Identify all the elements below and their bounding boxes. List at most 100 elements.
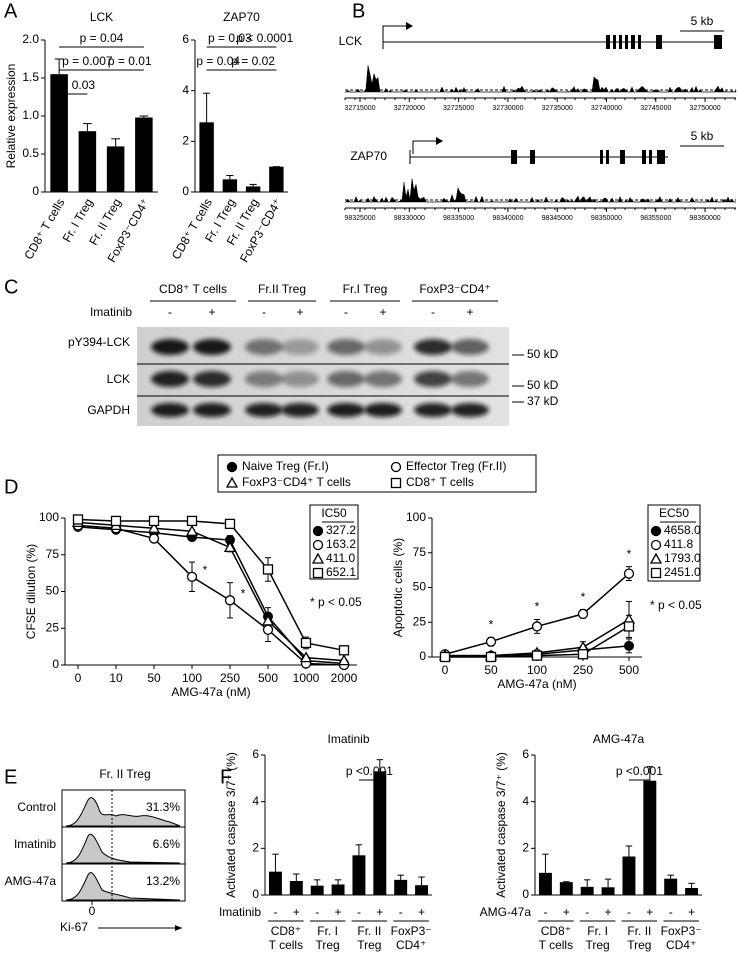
- legend-marker: [225, 476, 239, 488]
- bar: [601, 887, 615, 895]
- coord-label: 98355000: [640, 215, 671, 222]
- y-tick-label: 1.0: [22, 108, 39, 122]
- lane-label: +: [379, 305, 386, 319]
- exon: [657, 150, 665, 164]
- coord-label: 98350000: [591, 215, 622, 222]
- x-tick-label: 250: [573, 663, 593, 677]
- y-tick-label: 0: [252, 887, 259, 901]
- scale-label: 5 kb: [691, 129, 714, 143]
- y-tick-label: 1.5: [22, 70, 39, 84]
- bar: [269, 166, 284, 192]
- group-label: CD4⁺: [396, 938, 426, 952]
- legend-marker: [312, 525, 324, 537]
- marker-label: 50 kD: [527, 378, 559, 392]
- annotation: p <0.001: [346, 764, 393, 778]
- x-tick-label: -: [669, 905, 673, 919]
- exon: [530, 150, 535, 164]
- x-tick-label: +: [646, 905, 653, 919]
- coord-label: 98345000: [542, 215, 573, 222]
- blot-band: [245, 371, 283, 387]
- x-tick-label: -: [585, 905, 589, 919]
- chart-title: LCK: [90, 10, 113, 24]
- y-tick-label: 50: [413, 580, 427, 594]
- row-label: LCK: [107, 372, 130, 386]
- arrow-head: [175, 925, 182, 931]
- x-axis-label: AMG-47a (nM): [171, 685, 250, 699]
- legend-label: CD8⁺ T cells: [406, 475, 474, 489]
- y-axis-label: Relative expression: [4, 64, 18, 169]
- tss-arrowhead: [436, 137, 443, 145]
- bar: [222, 179, 238, 192]
- panel-e: Fr. II Treg Control Imatinib AMG-47a 31.…: [5, 767, 186, 934]
- y-tick-label: 75: [46, 547, 60, 561]
- group-label: CD8⁺: [271, 924, 301, 938]
- row-label: pY394-LCK: [68, 335, 130, 349]
- marker: [72, 514, 84, 525]
- marker: [338, 645, 350, 656]
- annotation: p = 0.03: [208, 31, 252, 45]
- y-axis-label: Activated caspase 3/7⁺ (%): [224, 752, 238, 898]
- lane-label: +: [466, 305, 473, 319]
- tss-arrowhead: [406, 22, 413, 30]
- bar: [199, 122, 214, 192]
- y-tick-label: 0.5: [22, 146, 39, 160]
- x-tick-label: -: [357, 905, 361, 919]
- blot-band: [245, 339, 283, 355]
- annotation: p = 0.02: [231, 54, 275, 68]
- series-line: [444, 573, 630, 655]
- group-label: Treg: [586, 938, 610, 952]
- bar: [538, 872, 552, 895]
- table-value: 411.8: [664, 537, 693, 551]
- marker: [148, 533, 160, 544]
- exon: [511, 150, 517, 164]
- blot-band: [414, 339, 452, 355]
- significance-star: *: [535, 600, 540, 614]
- series-line: [77, 521, 345, 662]
- y-tick-label: 2: [252, 841, 259, 855]
- significance-star: *: [203, 563, 208, 577]
- y-axis-label: CFSE dilution (%): [24, 544, 38, 639]
- exon: [649, 150, 652, 164]
- bar: [580, 886, 594, 895]
- legend-marker: [226, 461, 238, 473]
- blot-band: [151, 339, 189, 355]
- group-label: FoxP3⁻: [391, 924, 432, 938]
- bar: [268, 871, 282, 895]
- bar: [245, 186, 261, 192]
- note: * p < 0.05: [650, 598, 702, 612]
- bar: [559, 882, 573, 895]
- treatment-label: AMG-47a: [480, 905, 532, 919]
- x-tick-label: 0: [442, 663, 449, 677]
- bar: [78, 131, 97, 192]
- coord-label: 32720000: [394, 105, 425, 112]
- coord-label: 98360000: [690, 215, 721, 222]
- group-label: CD8⁺: [541, 924, 571, 938]
- exon: [606, 35, 610, 49]
- x-axis-label: AMG-47a (nM): [497, 677, 576, 691]
- row-label: GAPDH: [87, 403, 130, 417]
- legend-marker: [312, 567, 324, 579]
- blot-band: [364, 403, 402, 417]
- group-label: Fr. I: [317, 924, 338, 938]
- legend-marker: [650, 567, 662, 579]
- y-tick-label: 4: [252, 794, 259, 808]
- exon: [631, 35, 635, 49]
- histogram-frame: [61, 789, 186, 902]
- blot-band: [281, 339, 319, 355]
- lane-label: -: [168, 305, 172, 319]
- annotation: p < 0.0001: [236, 31, 293, 45]
- x-tick-label: 50: [484, 663, 498, 677]
- lane-label: -: [344, 305, 348, 319]
- blot-band: [151, 371, 189, 387]
- y-tick-label: 4: [522, 794, 529, 808]
- exon: [619, 35, 622, 49]
- marker: [337, 654, 351, 666]
- marker: [577, 649, 589, 660]
- gene-label: ZAP70: [350, 149, 387, 163]
- blot-band: [281, 371, 319, 387]
- blot-band: [451, 339, 489, 355]
- marker: [110, 515, 122, 527]
- blot-band: [327, 339, 365, 355]
- y-tick-label: 25: [46, 620, 60, 634]
